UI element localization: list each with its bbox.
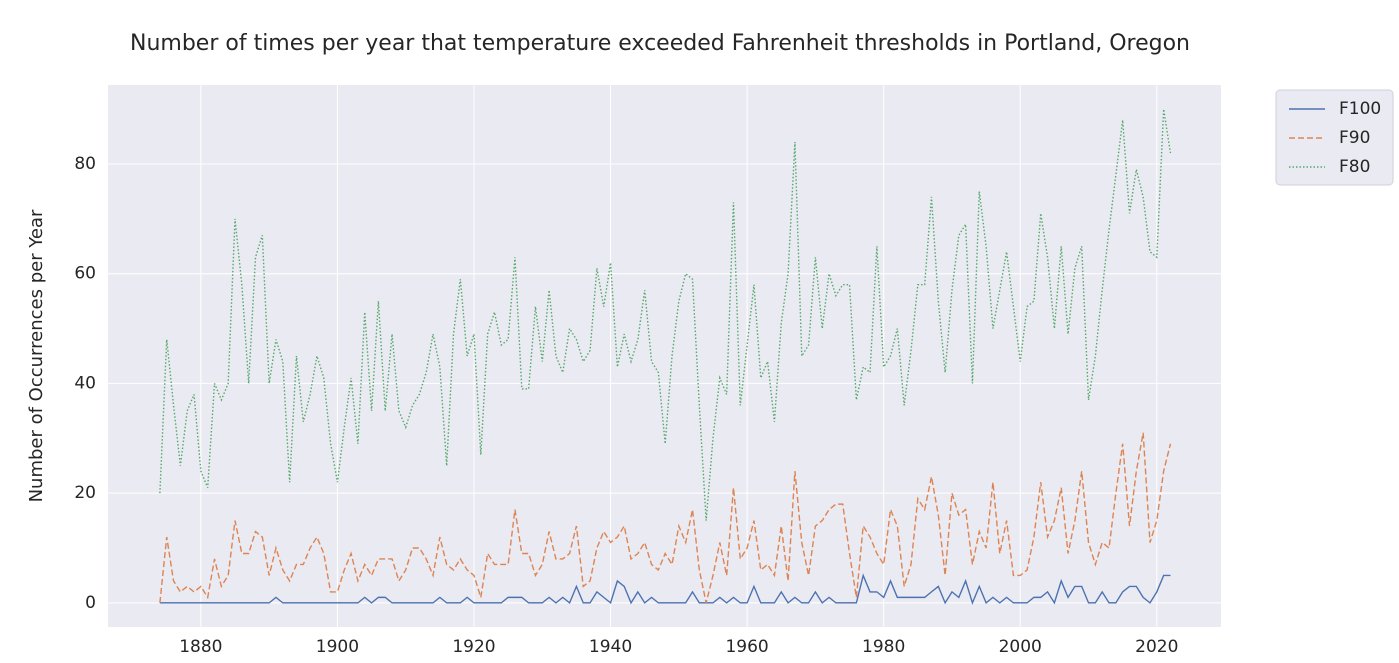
y-tick-label: 80	[74, 154, 96, 174]
x-tick-label: 2000	[999, 637, 1042, 657]
legend-label: F100	[1339, 99, 1381, 119]
x-tick-label: 1920	[452, 637, 495, 657]
y-axis-label: Number of Occurrences per Year	[26, 209, 47, 502]
y-tick-label: 0	[85, 593, 96, 613]
legend-label: F90	[1339, 128, 1370, 148]
x-tick-label: 2020	[1135, 637, 1178, 657]
y-tick-label: 40	[74, 373, 96, 393]
y-tick-label: 20	[74, 483, 96, 503]
x-tick-label: 1940	[589, 637, 632, 657]
y-tick-label: 60	[74, 264, 96, 284]
legend-label: F80	[1339, 157, 1370, 177]
series-line	[159, 109, 1172, 521]
x-tick-label: 1960	[725, 637, 768, 657]
x-tick-label: 1980	[862, 637, 905, 657]
chart-title: Number of times per year that temperatur…	[130, 31, 1190, 56]
series-line	[159, 573, 1171, 605]
plot-area	[108, 85, 1221, 627]
x-tick-label: 1880	[179, 637, 222, 657]
x-tick-label: 1900	[316, 637, 359, 657]
series-line	[159, 432, 1172, 604]
legend	[1275, 89, 1394, 186]
